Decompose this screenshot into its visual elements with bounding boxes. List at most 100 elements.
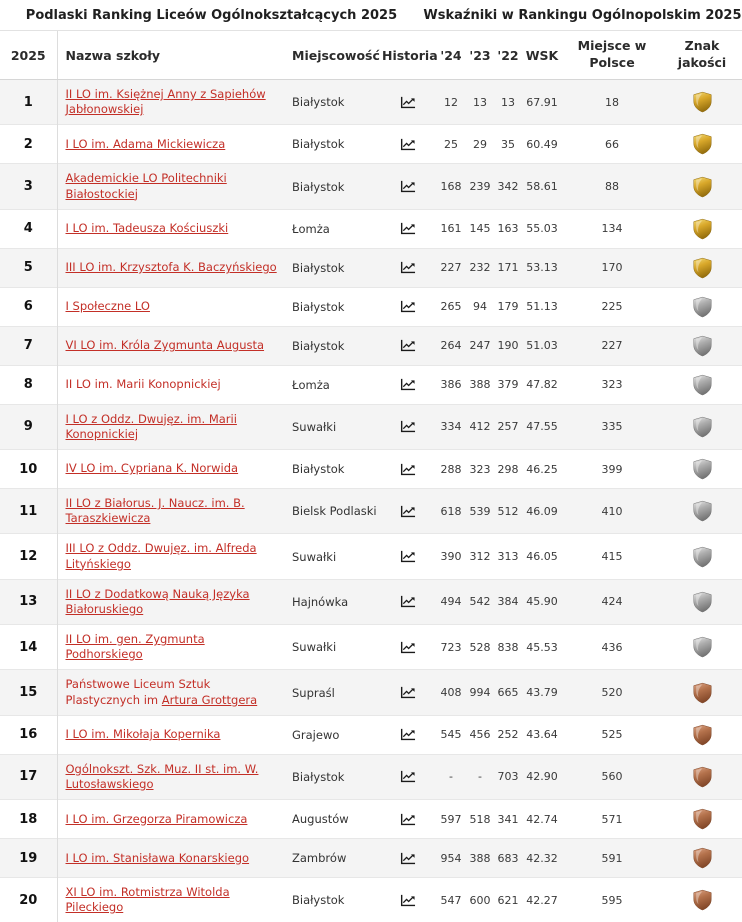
history-chart-icon[interactable] — [399, 727, 417, 742]
quality-mark-cell — [662, 754, 742, 799]
rank-2023-cell: 247 — [466, 326, 494, 365]
quality-mark-cell — [662, 579, 742, 624]
city-cell: Supraśl — [290, 670, 380, 715]
wsk-cell: 46.05 — [522, 534, 562, 579]
rank-2023-cell: 145 — [466, 209, 494, 248]
city-cell: Białystok — [290, 754, 380, 799]
rank-2022-cell: 703 — [494, 754, 522, 799]
school-name-cell: VI LO im. Króla Zygmunta Augusta — [57, 326, 290, 365]
school-name-link[interactable]: I LO im. Tadeusza Kościuszki — [66, 221, 229, 235]
history-chart-icon[interactable] — [399, 179, 417, 194]
quality-mark-cell — [662, 450, 742, 489]
table-row: 12 III LO z Oddz. Dwujęz. im. Alfreda Li… — [0, 534, 742, 579]
school-name-cell: I Społeczne LO — [57, 287, 290, 326]
place-in-poland-cell: 595 — [562, 878, 662, 922]
rank-cell: 4 — [0, 209, 57, 248]
rank-2024-cell: 25 — [436, 125, 466, 164]
history-cell — [380, 489, 436, 534]
wsk-cell: 46.09 — [522, 489, 562, 534]
rank-cell: 3 — [0, 164, 57, 209]
quality-shield-icon-silver — [693, 457, 712, 481]
rank-cell: 8 — [0, 365, 57, 404]
ranking-table: 2025 Nazwa szkoły Miejscowość Historia '… — [0, 31, 742, 922]
history-chart-icon[interactable] — [399, 221, 417, 236]
school-name-link[interactable]: Ogólnokszt. Szk. Muz. II st. im. W. Luto… — [66, 762, 259, 791]
rank-2023-cell: 388 — [466, 839, 494, 878]
quality-mark-cell — [662, 404, 742, 449]
history-chart-icon[interactable] — [399, 377, 417, 392]
quality-shield-icon-silver — [693, 635, 712, 659]
school-name-link[interactable]: II LO z Białorus. J. Naucz. im. B. Taras… — [66, 496, 245, 525]
wsk-cell: 42.90 — [522, 754, 562, 799]
history-chart-icon[interactable] — [399, 594, 417, 609]
history-cell — [380, 839, 436, 878]
rank-2023-cell: 388 — [466, 365, 494, 404]
school-name-cell: Państwowe Liceum Sztuk Plastycznych im A… — [57, 670, 290, 715]
school-name-link[interactable]: II LO z Dodatkową Nauką Języka Białorusk… — [66, 587, 250, 616]
history-cell — [380, 365, 436, 404]
city-cell: Suwałki — [290, 625, 380, 670]
school-name-link[interactable]: III LO z Oddz. Dwujęz. im. Alfreda Lityń… — [66, 541, 257, 570]
school-name-link[interactable]: II LO im. Księżnej Anny z Sapiehów Jabło… — [66, 87, 266, 116]
wsk-cell: 42.32 — [522, 839, 562, 878]
school-name-link[interactable]: VI LO im. Króla Zygmunta Augusta — [66, 338, 265, 352]
wsk-cell: 51.13 — [522, 287, 562, 326]
rank-2022-cell: 13 — [494, 80, 522, 125]
school-name-link[interactable]: I LO im. Grzegorza Piramowicza — [66, 812, 248, 826]
rank-2022-cell: 683 — [494, 839, 522, 878]
city-cell: Suwałki — [290, 534, 380, 579]
history-cell — [380, 800, 436, 839]
history-chart-icon[interactable] — [399, 137, 417, 152]
school-name-cell: III LO im. Krzysztofa K. Baczyńskiego — [57, 248, 290, 287]
history-cell — [380, 878, 436, 922]
school-name-cell: XI LO im. Rotmistrza Witolda Pileckiego — [57, 878, 290, 922]
history-chart-icon[interactable] — [399, 893, 417, 908]
city-cell: Hajnówka — [290, 579, 380, 624]
history-chart-icon[interactable] — [399, 640, 417, 655]
quality-mark-cell — [662, 164, 742, 209]
history-cell — [380, 534, 436, 579]
history-chart-icon[interactable] — [399, 338, 417, 353]
school-name-cell: I LO im. Grzegorza Piramowicza — [57, 800, 290, 839]
school-name-link[interactable]: IV LO im. Cypriana K. Norwida — [66, 461, 239, 475]
school-name-cell: I LO im. Mikołaja Kopernika — [57, 715, 290, 754]
history-chart-icon[interactable] — [399, 851, 417, 866]
history-chart-icon[interactable] — [399, 549, 417, 564]
place-in-poland-cell: 88 — [562, 164, 662, 209]
rank-cell: 17 — [0, 754, 57, 799]
school-name-link[interactable]: I Społeczne LO — [66, 299, 150, 313]
school-name-cell: III LO z Oddz. Dwujęz. im. Alfreda Lityń… — [57, 534, 290, 579]
place-in-poland-cell: 525 — [562, 715, 662, 754]
title-bar: Podlaski Ranking Liceów Ogólnokształcący… — [0, 0, 742, 31]
history-chart-icon[interactable] — [399, 812, 417, 827]
school-name-cell: I LO im. Tadeusza Kościuszki — [57, 209, 290, 248]
school-name-link[interactable]: I LO im. Adama Mickiewicza — [66, 137, 226, 151]
school-name-link[interactable]: Artura Grottgera — [162, 693, 257, 707]
history-chart-icon[interactable] — [399, 769, 417, 784]
history-chart-icon[interactable] — [399, 685, 417, 700]
history-chart-icon[interactable] — [399, 299, 417, 314]
school-name-link[interactable]: XI LO im. Rotmistrza Witolda Pileckiego — [66, 885, 230, 914]
rank-2024-cell: 723 — [436, 625, 466, 670]
school-name-link[interactable]: I LO z Oddz. Dwujęz. im. Marii Konopnick… — [66, 412, 237, 441]
history-cell — [380, 326, 436, 365]
school-name-link[interactable]: III LO im. Krzysztofa K. Baczyńskiego — [66, 260, 277, 274]
place-in-poland-cell: 170 — [562, 248, 662, 287]
history-chart-icon[interactable] — [399, 95, 417, 110]
school-name-link[interactable]: I LO im. Mikołaja Kopernika — [66, 727, 221, 741]
rank-2022-cell: 342 — [494, 164, 522, 209]
history-chart-icon[interactable] — [399, 260, 417, 275]
history-chart-icon[interactable] — [399, 462, 417, 477]
history-chart-icon[interactable] — [399, 504, 417, 519]
quality-shield-icon-bronze — [693, 765, 712, 789]
rank-2024-cell: 390 — [436, 534, 466, 579]
city-cell: Białystok — [290, 164, 380, 209]
school-name-cell: IV LO im. Cypriana K. Norwida — [57, 450, 290, 489]
school-name-link[interactable]: II LO im. gen. Zygmunta Podhorskiego — [66, 632, 205, 661]
school-name-link[interactable]: Akademickie LO Politechniki Białostockie… — [66, 171, 227, 200]
school-name-link[interactable]: I LO im. Stanisława Konarskiego — [66, 851, 250, 865]
quality-mark-cell — [662, 326, 742, 365]
table-row: 4 I LO im. Tadeusza Kościuszki Łomża 161… — [0, 209, 742, 248]
history-chart-icon[interactable] — [399, 419, 417, 434]
